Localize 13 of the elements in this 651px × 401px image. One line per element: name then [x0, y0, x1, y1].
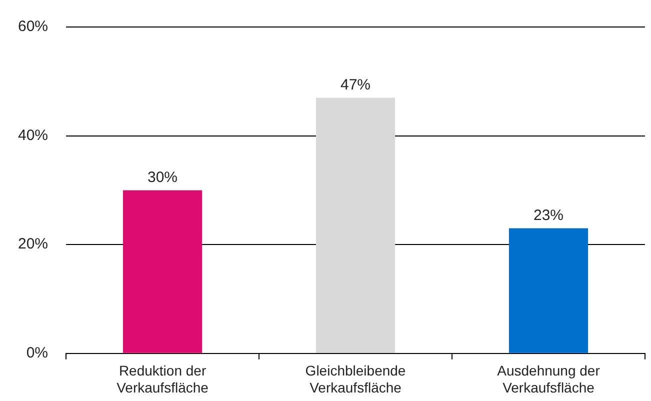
y-tick-label: 0% [26, 344, 48, 362]
data-label: 23% [533, 206, 564, 224]
y-tick-label: 40% [18, 126, 48, 144]
y-tick-label: 60% [18, 18, 48, 36]
x-tick-label: Gleichbleibende Verkaufsfläche [305, 362, 406, 396]
bar [122, 190, 202, 353]
data-label: 47% [340, 76, 371, 94]
x-tick-label: Ausdehnung der Verkaufsfläche [497, 362, 600, 396]
y-tick-label: 20% [18, 236, 48, 253]
bar [508, 228, 588, 353]
data-label: 30% [148, 168, 178, 186]
x-tick-label: Reduktion der Verkaufsfläche [116, 362, 209, 396]
bar [316, 98, 396, 353]
